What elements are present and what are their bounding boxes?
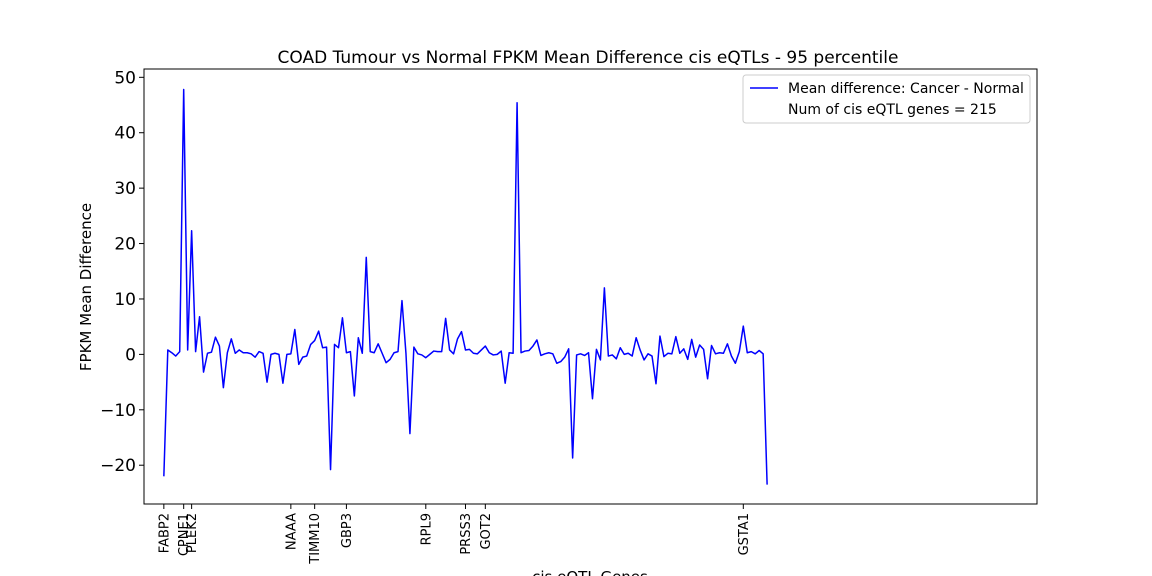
y-tick-label: 10	[114, 290, 136, 310]
legend-entry-series: Mean difference: Cancer - Normal	[788, 81, 1024, 97]
x-tick-label: GSTA1	[737, 513, 752, 555]
chart-title: COAD Tumour vs Normal FPKM Mean Differen…	[278, 48, 899, 68]
y-tick-label: −10	[100, 401, 136, 421]
x-tick-label: RPL9	[419, 513, 434, 545]
x-tick-label: FABP2	[157, 513, 172, 553]
legend-entry-gene-count: Num of cis eQTL genes = 215	[788, 102, 997, 118]
y-tick-label: −20	[100, 456, 136, 476]
x-axis-label: cis eQTL Genes	[532, 568, 648, 576]
y-tick-label: 30	[114, 179, 136, 199]
x-tick-label: PRSS3	[459, 513, 474, 555]
y-tick-label: 40	[114, 124, 136, 144]
legend: Mean difference: Cancer - Normal Num of …	[742, 74, 1031, 124]
y-axis: −20 −10 0 10 20 30 40 50	[100, 68, 144, 476]
y-tick-label: 20	[114, 235, 136, 255]
x-tick-label: TIMM10	[308, 513, 323, 565]
x-tick-label: NAAA	[284, 513, 299, 550]
y-axis-label: FPKM Mean Difference	[77, 203, 95, 371]
series-line-0	[163, 88, 768, 485]
y-tick-label: 0	[125, 345, 136, 365]
y-tick-label: 50	[114, 68, 136, 88]
x-tick-label: GOT2	[479, 513, 494, 550]
plot-area	[163, 88, 768, 485]
x-tick-label: GBP3	[340, 513, 355, 548]
plot-frame	[143, 68, 1038, 505]
legend-box	[742, 74, 1031, 124]
x-tick-label: PLEK2	[185, 513, 200, 553]
x-tick-label: CPNE1	[177, 513, 192, 556]
